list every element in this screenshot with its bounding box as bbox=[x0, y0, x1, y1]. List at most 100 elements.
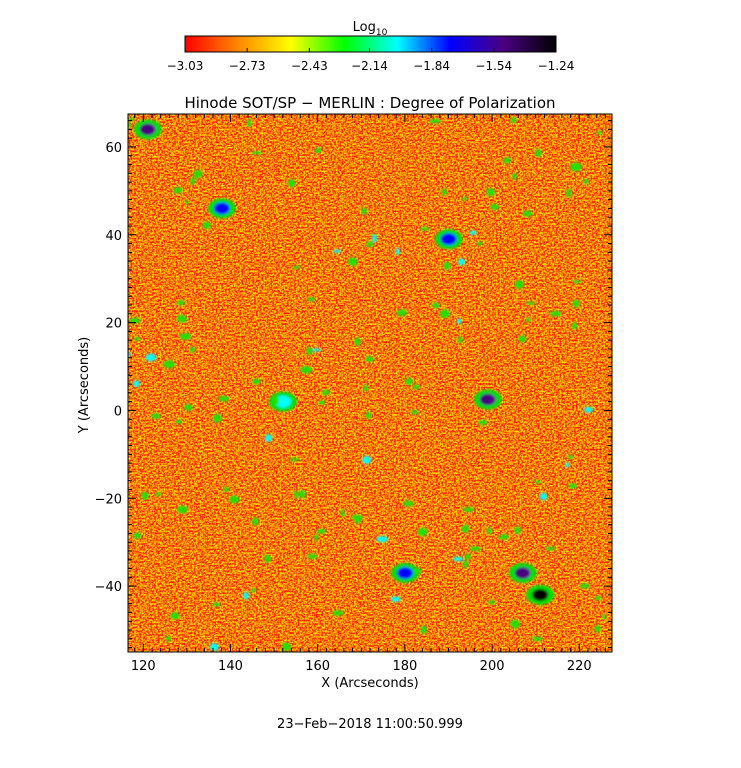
network-speck bbox=[140, 491, 149, 500]
network-speck bbox=[457, 336, 463, 344]
network-speck bbox=[264, 434, 272, 443]
network-speck bbox=[583, 406, 594, 413]
network-speck bbox=[347, 257, 358, 266]
network-speck bbox=[439, 309, 450, 319]
network-speck bbox=[510, 117, 517, 124]
network-speck bbox=[441, 188, 447, 196]
network-speck bbox=[202, 221, 211, 230]
network-speck bbox=[251, 378, 261, 385]
network-speck bbox=[189, 346, 195, 353]
y-axis-label: Y (Arcseconds) bbox=[77, 337, 92, 434]
colorbar bbox=[184, 35, 557, 53]
patch-core bbox=[440, 233, 457, 246]
network-speck bbox=[169, 612, 180, 620]
network-speck bbox=[128, 121, 131, 129]
network-speck bbox=[572, 279, 582, 284]
network-speck bbox=[272, 396, 280, 406]
network-speck bbox=[571, 321, 577, 330]
network-speck bbox=[461, 524, 469, 533]
network-speck bbox=[193, 169, 203, 179]
network-speck bbox=[176, 300, 185, 306]
network-speck bbox=[390, 596, 401, 602]
network-speck bbox=[154, 492, 161, 497]
x-tick-label: 200 bbox=[480, 659, 505, 674]
colorbar-tick-label: −2.14 bbox=[351, 59, 388, 73]
network-speck bbox=[487, 600, 496, 605]
network-speck bbox=[133, 336, 141, 341]
network-speck bbox=[190, 177, 196, 185]
network-speck bbox=[431, 302, 440, 309]
network-speck bbox=[513, 526, 521, 535]
network-speck bbox=[462, 507, 475, 512]
network-speck bbox=[209, 643, 219, 652]
network-speck bbox=[522, 210, 533, 217]
network-speck bbox=[572, 299, 580, 308]
network-speck bbox=[299, 366, 312, 374]
colorbar-tick-label: −2.43 bbox=[291, 59, 328, 73]
network-speck bbox=[420, 625, 427, 635]
network-speck bbox=[498, 534, 510, 540]
network-speck bbox=[512, 172, 517, 181]
network-speck bbox=[524, 301, 536, 305]
network-speck bbox=[531, 636, 543, 641]
colorbar-tick-label: −3.03 bbox=[167, 59, 204, 73]
network-speck bbox=[419, 227, 430, 231]
x-axis-label: X (Arcseconds) bbox=[321, 676, 418, 691]
network-speck bbox=[354, 337, 361, 346]
x-tick-label: 180 bbox=[392, 659, 417, 674]
y-tick-label: −40 bbox=[95, 580, 122, 595]
network-speck bbox=[316, 528, 327, 534]
colorbar-tick-label: −1.84 bbox=[413, 59, 450, 73]
network-speck bbox=[510, 619, 520, 629]
y-tick-label: 60 bbox=[105, 141, 122, 156]
network-speck bbox=[264, 554, 271, 563]
x-tick-label: 140 bbox=[218, 659, 243, 674]
network-speck bbox=[564, 462, 570, 468]
network-speck bbox=[462, 560, 468, 569]
network-speck bbox=[514, 280, 524, 289]
network-speck bbox=[321, 389, 330, 396]
network-speck bbox=[395, 247, 400, 256]
network-speck bbox=[251, 517, 259, 526]
network-speck bbox=[150, 413, 161, 419]
network-speck bbox=[476, 241, 483, 246]
network-speck bbox=[246, 118, 252, 128]
network-speck bbox=[412, 384, 420, 390]
patch-core bbox=[274, 395, 291, 408]
network-speck bbox=[183, 404, 193, 411]
network-speck bbox=[128, 352, 132, 357]
network-speck bbox=[128, 117, 136, 121]
network-speck bbox=[292, 265, 301, 269]
network-speck bbox=[361, 207, 368, 215]
colorbar-tick-label: −1.24 bbox=[538, 59, 575, 73]
network-speck bbox=[211, 602, 221, 607]
network-speck bbox=[469, 230, 477, 235]
x-tick-label: 120 bbox=[131, 659, 156, 674]
network-speck bbox=[365, 411, 372, 420]
network-speck bbox=[601, 614, 606, 620]
patch-core bbox=[396, 566, 413, 579]
network-speck bbox=[525, 317, 531, 323]
network-speck bbox=[176, 315, 188, 323]
network-speck bbox=[133, 532, 142, 539]
y-tick-label: 20 bbox=[105, 317, 122, 332]
network-speck bbox=[457, 258, 465, 266]
network-speck bbox=[569, 162, 582, 172]
network-speck bbox=[534, 148, 542, 158]
network-speck bbox=[311, 348, 322, 352]
network-speck bbox=[331, 610, 344, 616]
y-tick-label: 40 bbox=[105, 229, 122, 244]
network-speck bbox=[565, 188, 572, 198]
network-speck bbox=[228, 495, 240, 504]
network-speck bbox=[544, 546, 556, 551]
network-speck bbox=[461, 196, 468, 201]
network-speck bbox=[364, 356, 375, 362]
network-speck bbox=[469, 546, 482, 552]
network-speck bbox=[332, 249, 342, 253]
network-speck bbox=[298, 490, 306, 499]
network-speck bbox=[502, 157, 511, 164]
network-speck bbox=[477, 420, 488, 426]
network-speck bbox=[174, 419, 183, 424]
network-speck bbox=[351, 514, 363, 520]
